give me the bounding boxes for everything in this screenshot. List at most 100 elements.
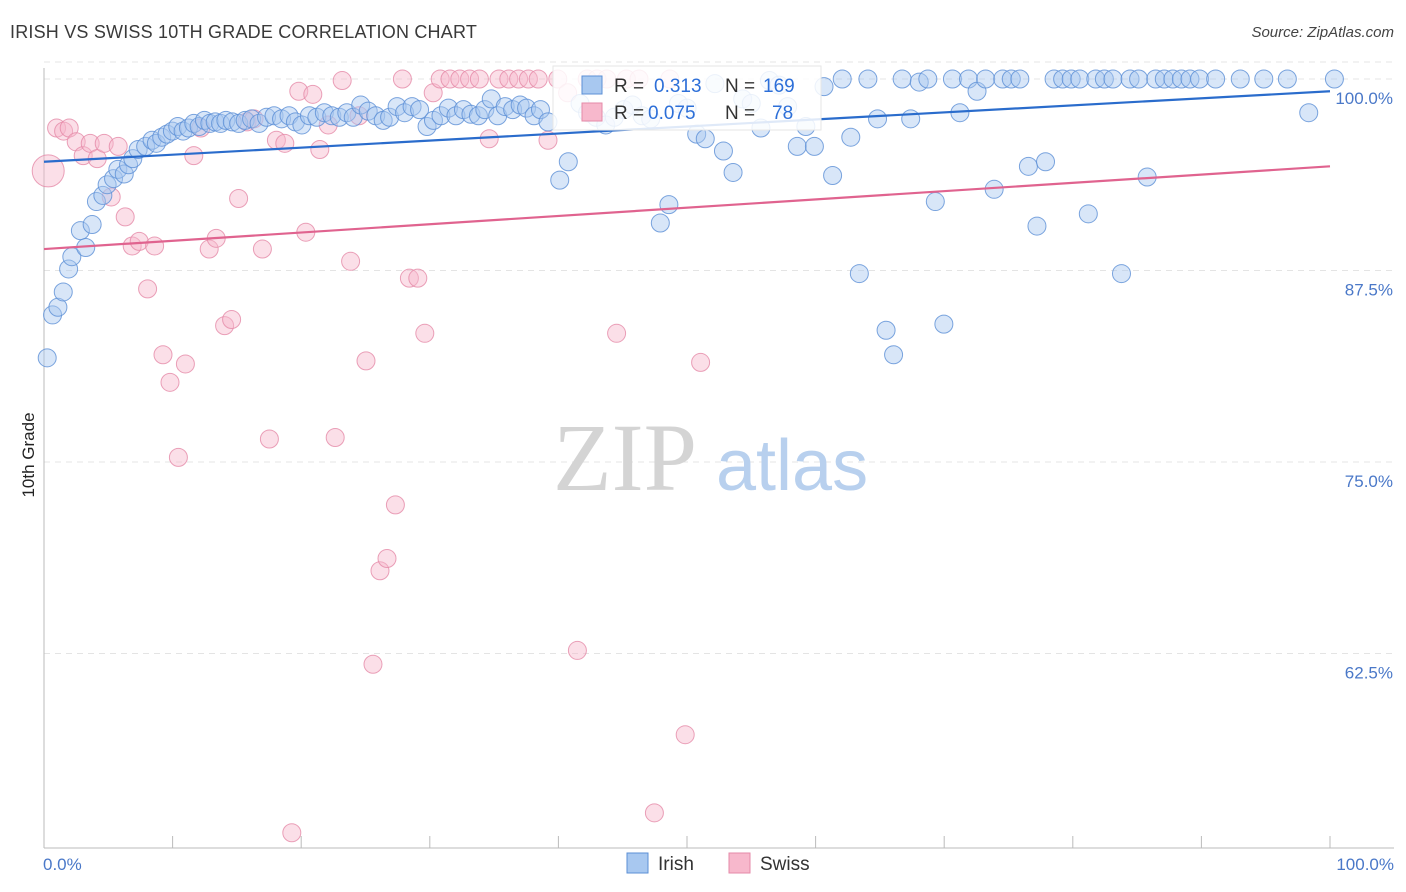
correlation-legend: R = 0.313 N = 169 R = 0.075 N = 78 <box>552 65 822 131</box>
swiss-point <box>115 207 135 227</box>
swiss-point <box>153 345 173 365</box>
legend-irish-r-value: 0.313 <box>654 76 702 97</box>
swiss-point <box>440 69 460 89</box>
swiss-point <box>356 351 376 371</box>
chart-title: IRISH VS SWISS 10TH GRADE CORRELATION CH… <box>10 22 478 42</box>
swiss-point <box>509 69 529 89</box>
swiss-point <box>363 654 383 674</box>
legend-irish-n-value: 169 <box>763 76 795 97</box>
irish-point <box>1078 204 1098 224</box>
irish-point <box>1230 69 1250 89</box>
irish-point <box>892 69 912 89</box>
irish-point <box>93 185 113 205</box>
bottom-legend-irish-swatch <box>626 852 649 874</box>
irish-point <box>395 103 415 123</box>
irish-points <box>37 69 1344 368</box>
irish-point <box>438 98 458 118</box>
swiss-point <box>518 69 538 89</box>
irish-point <box>475 100 495 120</box>
irish-point <box>387 97 407 117</box>
axes <box>43 68 1394 849</box>
legend-swiss-n-value: 78 <box>772 103 793 124</box>
swiss-point <box>54 121 74 141</box>
legend-swiss-n-label: N = <box>725 103 755 124</box>
irish-point <box>858 69 878 89</box>
swiss-point <box>168 447 188 467</box>
swiss-point <box>59 118 79 138</box>
swiss-point <box>175 354 195 374</box>
swiss-point <box>499 69 519 89</box>
irish-point <box>402 97 422 117</box>
irish-point <box>70 221 90 241</box>
irish-point <box>832 69 852 89</box>
irish-point <box>314 103 334 123</box>
irish-point <box>934 314 954 334</box>
swiss-point <box>184 146 204 166</box>
swiss-point <box>567 640 587 660</box>
irish-point <box>1190 69 1210 89</box>
y-tick-label-1: 75.0% <box>1345 472 1393 491</box>
irish-point <box>1027 216 1047 236</box>
legend-swiss-r-value: 0.075 <box>648 103 696 124</box>
irish-point <box>184 113 204 133</box>
swiss-point <box>408 268 428 288</box>
irish-point <box>925 192 945 212</box>
irish-point <box>189 116 209 136</box>
irish-point <box>128 139 148 159</box>
irish-point <box>530 100 550 120</box>
irish-point <box>1180 69 1200 89</box>
irish-point <box>849 264 869 284</box>
swiss-point <box>259 429 279 449</box>
y-tick-label-2: 87.5% <box>1345 281 1393 300</box>
series-legend: Irish Swiss <box>626 852 810 875</box>
irish-point <box>976 69 996 89</box>
swiss-point <box>310 139 330 159</box>
swiss-point <box>145 236 165 256</box>
swiss-point <box>101 187 121 207</box>
swiss-point <box>332 71 352 91</box>
bottom-legend-swiss-swatch <box>728 852 751 874</box>
legend-swiss-swatch <box>581 102 603 122</box>
swiss-point <box>289 81 309 101</box>
swiss-point <box>199 239 219 259</box>
swiss-point <box>370 561 390 581</box>
irish-point <box>264 106 284 126</box>
swiss-point <box>392 69 412 89</box>
swiss-point <box>138 279 158 299</box>
irish-point <box>1129 69 1149 89</box>
irish-point <box>173 121 193 141</box>
swiss-point <box>469 69 489 89</box>
y-axis-label: 10th Grade <box>19 412 38 497</box>
irish-point <box>723 162 743 182</box>
irish-point <box>157 124 177 144</box>
irish-point <box>299 106 319 126</box>
irish-point <box>804 136 824 156</box>
irish-point <box>322 106 342 126</box>
swiss-point <box>282 823 302 843</box>
irish-point <box>550 170 570 190</box>
irish-point <box>787 136 807 156</box>
swiss-point <box>450 69 470 89</box>
swiss-point <box>423 83 443 103</box>
irish-point <box>235 110 255 130</box>
swiss-point <box>385 495 405 515</box>
legend-irish-r-label: R = <box>614 76 644 97</box>
swiss-point <box>399 268 419 288</box>
source-credit: Source: ZipAtlas.com <box>1251 24 1394 41</box>
irish-point <box>1018 156 1038 176</box>
irish-point <box>48 297 68 317</box>
swiss-point <box>644 803 664 823</box>
swiss-point <box>528 69 548 89</box>
irish-point <box>1206 69 1226 89</box>
irish-point <box>249 113 269 133</box>
irish-point <box>59 259 79 279</box>
swiss-point <box>222 310 242 330</box>
y-tick-labels: 62.5% 75.0% 87.5% 100.0% <box>1335 89 1393 683</box>
swiss-point <box>303 84 323 104</box>
swiss-point <box>415 323 435 343</box>
irish-point <box>1254 69 1274 89</box>
watermark-zip: ZIP <box>553 404 697 511</box>
irish-point <box>114 164 134 184</box>
irish-point <box>104 169 124 189</box>
